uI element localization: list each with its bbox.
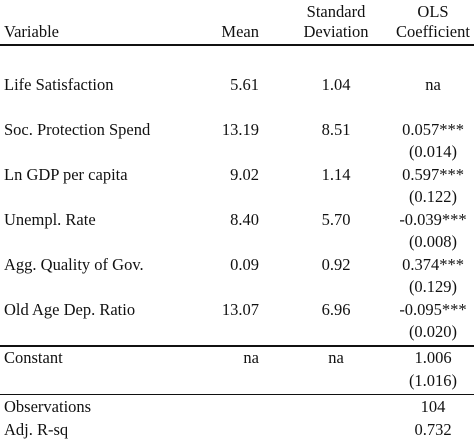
- row-coef: na: [425, 75, 441, 94]
- row-variable: Soc. Protection Spend: [4, 120, 151, 139]
- row-mean: 5.61: [230, 75, 259, 94]
- constant-rule: [0, 345, 474, 347]
- row-mean: 0.09: [230, 255, 259, 274]
- row-sd: 1.04: [321, 75, 351, 94]
- header-ols-line1: OLS: [417, 2, 449, 21]
- header-rule: [0, 44, 474, 46]
- row-se: (0.129): [408, 277, 458, 296]
- constant-variable: Constant: [4, 348, 63, 367]
- row-sd: 6.96: [321, 300, 351, 319]
- header-sd-line2: Deviation: [303, 22, 369, 41]
- row-sd: 8.51: [321, 120, 351, 139]
- constant-mean: na: [243, 348, 259, 367]
- row-mean: 9.02: [230, 165, 259, 184]
- row-sd: 0.92: [321, 255, 351, 274]
- row-variable: Agg. Quality of Gov.: [4, 255, 144, 274]
- row-sd: 5.70: [321, 210, 351, 229]
- row-se: (0.014): [408, 142, 458, 161]
- adj-rsq-label: Adj. R-sq: [4, 420, 69, 439]
- observations-value: 104: [420, 397, 446, 416]
- row-coef: 0.597***: [402, 165, 464, 184]
- adj-rsq-value: 0.732: [414, 420, 452, 439]
- row-variable: Life Satisfaction: [4, 75, 114, 94]
- header-ols-line2: Coefficient: [396, 22, 470, 41]
- row-coef: -0.095***: [399, 300, 467, 319]
- row-se: (0.122): [408, 187, 458, 206]
- row-mean: 8.40: [230, 210, 259, 229]
- header-variable: Variable: [4, 22, 59, 41]
- constant-sd: na: [328, 348, 344, 367]
- row-se: (0.020): [408, 322, 458, 341]
- constant-coef: 1.006: [414, 348, 452, 367]
- row-variable: Old Age Dep. Ratio: [4, 300, 136, 319]
- observations-label: Observations: [4, 397, 92, 416]
- row-coef: -0.039***: [399, 210, 467, 229]
- row-coef: 0.057***: [402, 120, 464, 139]
- row-mean: 13.07: [221, 300, 259, 319]
- footer-rule: [0, 394, 474, 395]
- row-se: (0.008): [408, 232, 458, 251]
- row-variable: Ln GDP per capita: [4, 165, 128, 184]
- header-mean: Mean: [221, 22, 259, 41]
- row-mean: 13.19: [221, 120, 259, 139]
- constant-se: (1.016): [408, 371, 458, 390]
- header-sd-line1: Standard: [306, 2, 366, 21]
- row-coef: 0.374***: [402, 255, 464, 274]
- row-sd: 1.14: [321, 165, 351, 184]
- row-variable: Unempl. Rate: [4, 210, 96, 229]
